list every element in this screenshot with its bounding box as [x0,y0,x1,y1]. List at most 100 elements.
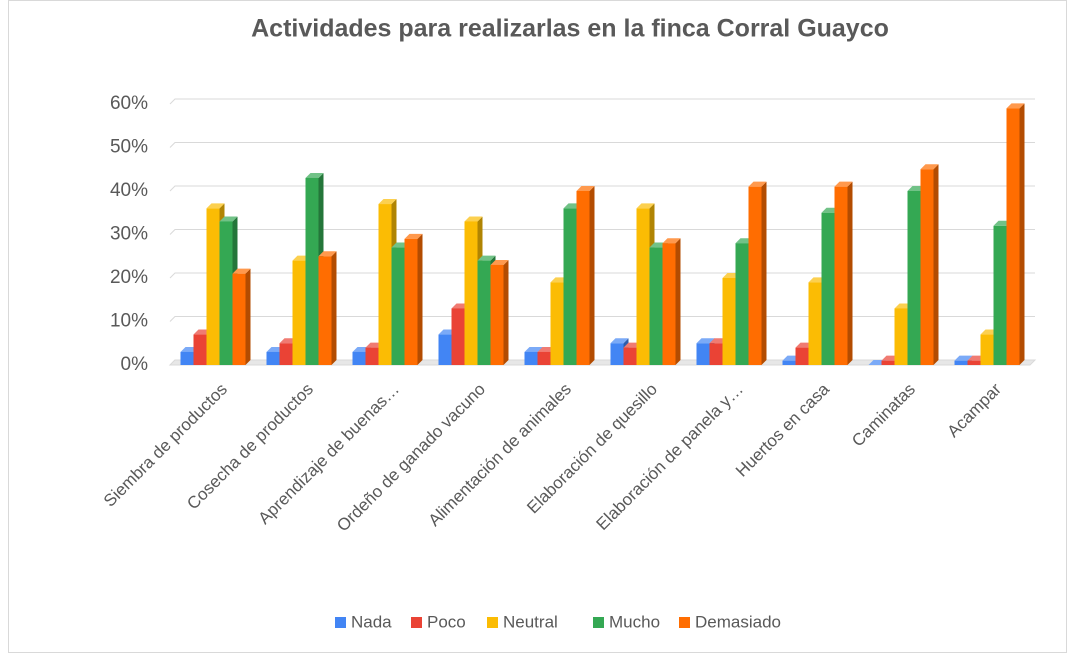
bar-top [1006,103,1025,109]
bar-side [761,181,767,365]
bar [709,343,723,365]
legend-label: Neutral [503,612,558,631]
bar-top [954,355,973,361]
bar-side [675,238,681,365]
bar-top [477,255,496,261]
bar-side [589,186,595,365]
bar [404,238,418,365]
bar-side [245,268,251,365]
legend-label: Poco [427,612,466,631]
y-tick-label: 0% [121,354,149,375]
y-tick-label: 40% [110,180,148,201]
bar [881,360,895,365]
bar-top [662,238,681,244]
bar-top [636,203,655,209]
legend-label: Nada [351,612,392,631]
bar [967,360,981,365]
bar [993,225,1007,365]
bar [795,347,809,365]
bar-top [305,172,324,178]
bar [808,282,822,365]
chart-border [8,0,1067,653]
grid-line [169,98,1035,105]
bar [735,243,749,365]
bar-top [219,216,238,222]
bar [438,334,452,365]
y-tick-label: 30% [110,224,148,245]
bar-top [404,233,423,239]
bar [821,212,835,365]
legend-swatch [593,617,604,628]
bar [180,351,194,365]
bar [894,308,908,365]
bar [954,360,968,365]
bar-top [576,186,595,191]
bar [907,191,921,365]
bar [524,351,538,365]
grid-line [169,185,1035,192]
bar [391,247,405,365]
bar-top [490,259,509,265]
bar [834,186,848,365]
bar [292,260,306,365]
legend-swatch [335,617,346,628]
chart-title: Actividades para realizarlas en la finca… [251,15,889,43]
bar-top [378,199,397,205]
bar [490,264,504,365]
bar-side [847,181,853,365]
bar-side [933,164,939,365]
bar-top [318,251,337,257]
bar-side [503,259,509,365]
bar [279,343,293,365]
bar-top [920,164,939,170]
bar-top [524,346,543,352]
bar-top [610,338,629,344]
bar [623,347,637,365]
grid-line [169,229,1035,235]
bar-side [1019,103,1025,365]
legend-label: Demasiado [695,612,781,631]
bar [305,177,319,365]
bar [920,169,934,365]
bar [576,191,590,365]
y-tick-label: 20% [110,267,148,288]
bar [980,334,994,365]
bar-top [464,216,483,222]
bar [662,243,676,365]
legend-swatch [679,617,690,628]
bar-top [834,181,853,187]
legend-label: Mucho [609,612,660,631]
grid-line [169,142,1035,148]
bar-top [206,203,225,209]
bar [477,260,491,365]
bar-top [696,338,715,344]
bar-side [417,233,423,365]
bar [1006,108,1020,365]
bar-top [232,268,251,274]
bar [537,351,551,365]
bar [610,343,624,365]
bar [232,273,246,365]
bar [266,351,280,365]
bar [696,343,710,365]
bar [219,221,233,365]
y-tick-label: 60% [110,93,148,114]
bar [318,256,332,365]
bar [563,208,577,365]
bar [365,347,379,365]
legend-swatch [487,617,498,628]
bar [649,247,663,365]
bar [352,351,366,365]
y-tick-label: 10% [110,311,148,332]
bar [722,278,736,365]
bar [206,208,220,365]
bar-top [748,181,767,187]
bar [636,208,650,365]
bar [550,282,564,365]
y-tick-label: 50% [110,137,148,158]
bar [451,308,465,365]
bar-side [331,251,337,365]
legend-swatch [411,617,422,628]
